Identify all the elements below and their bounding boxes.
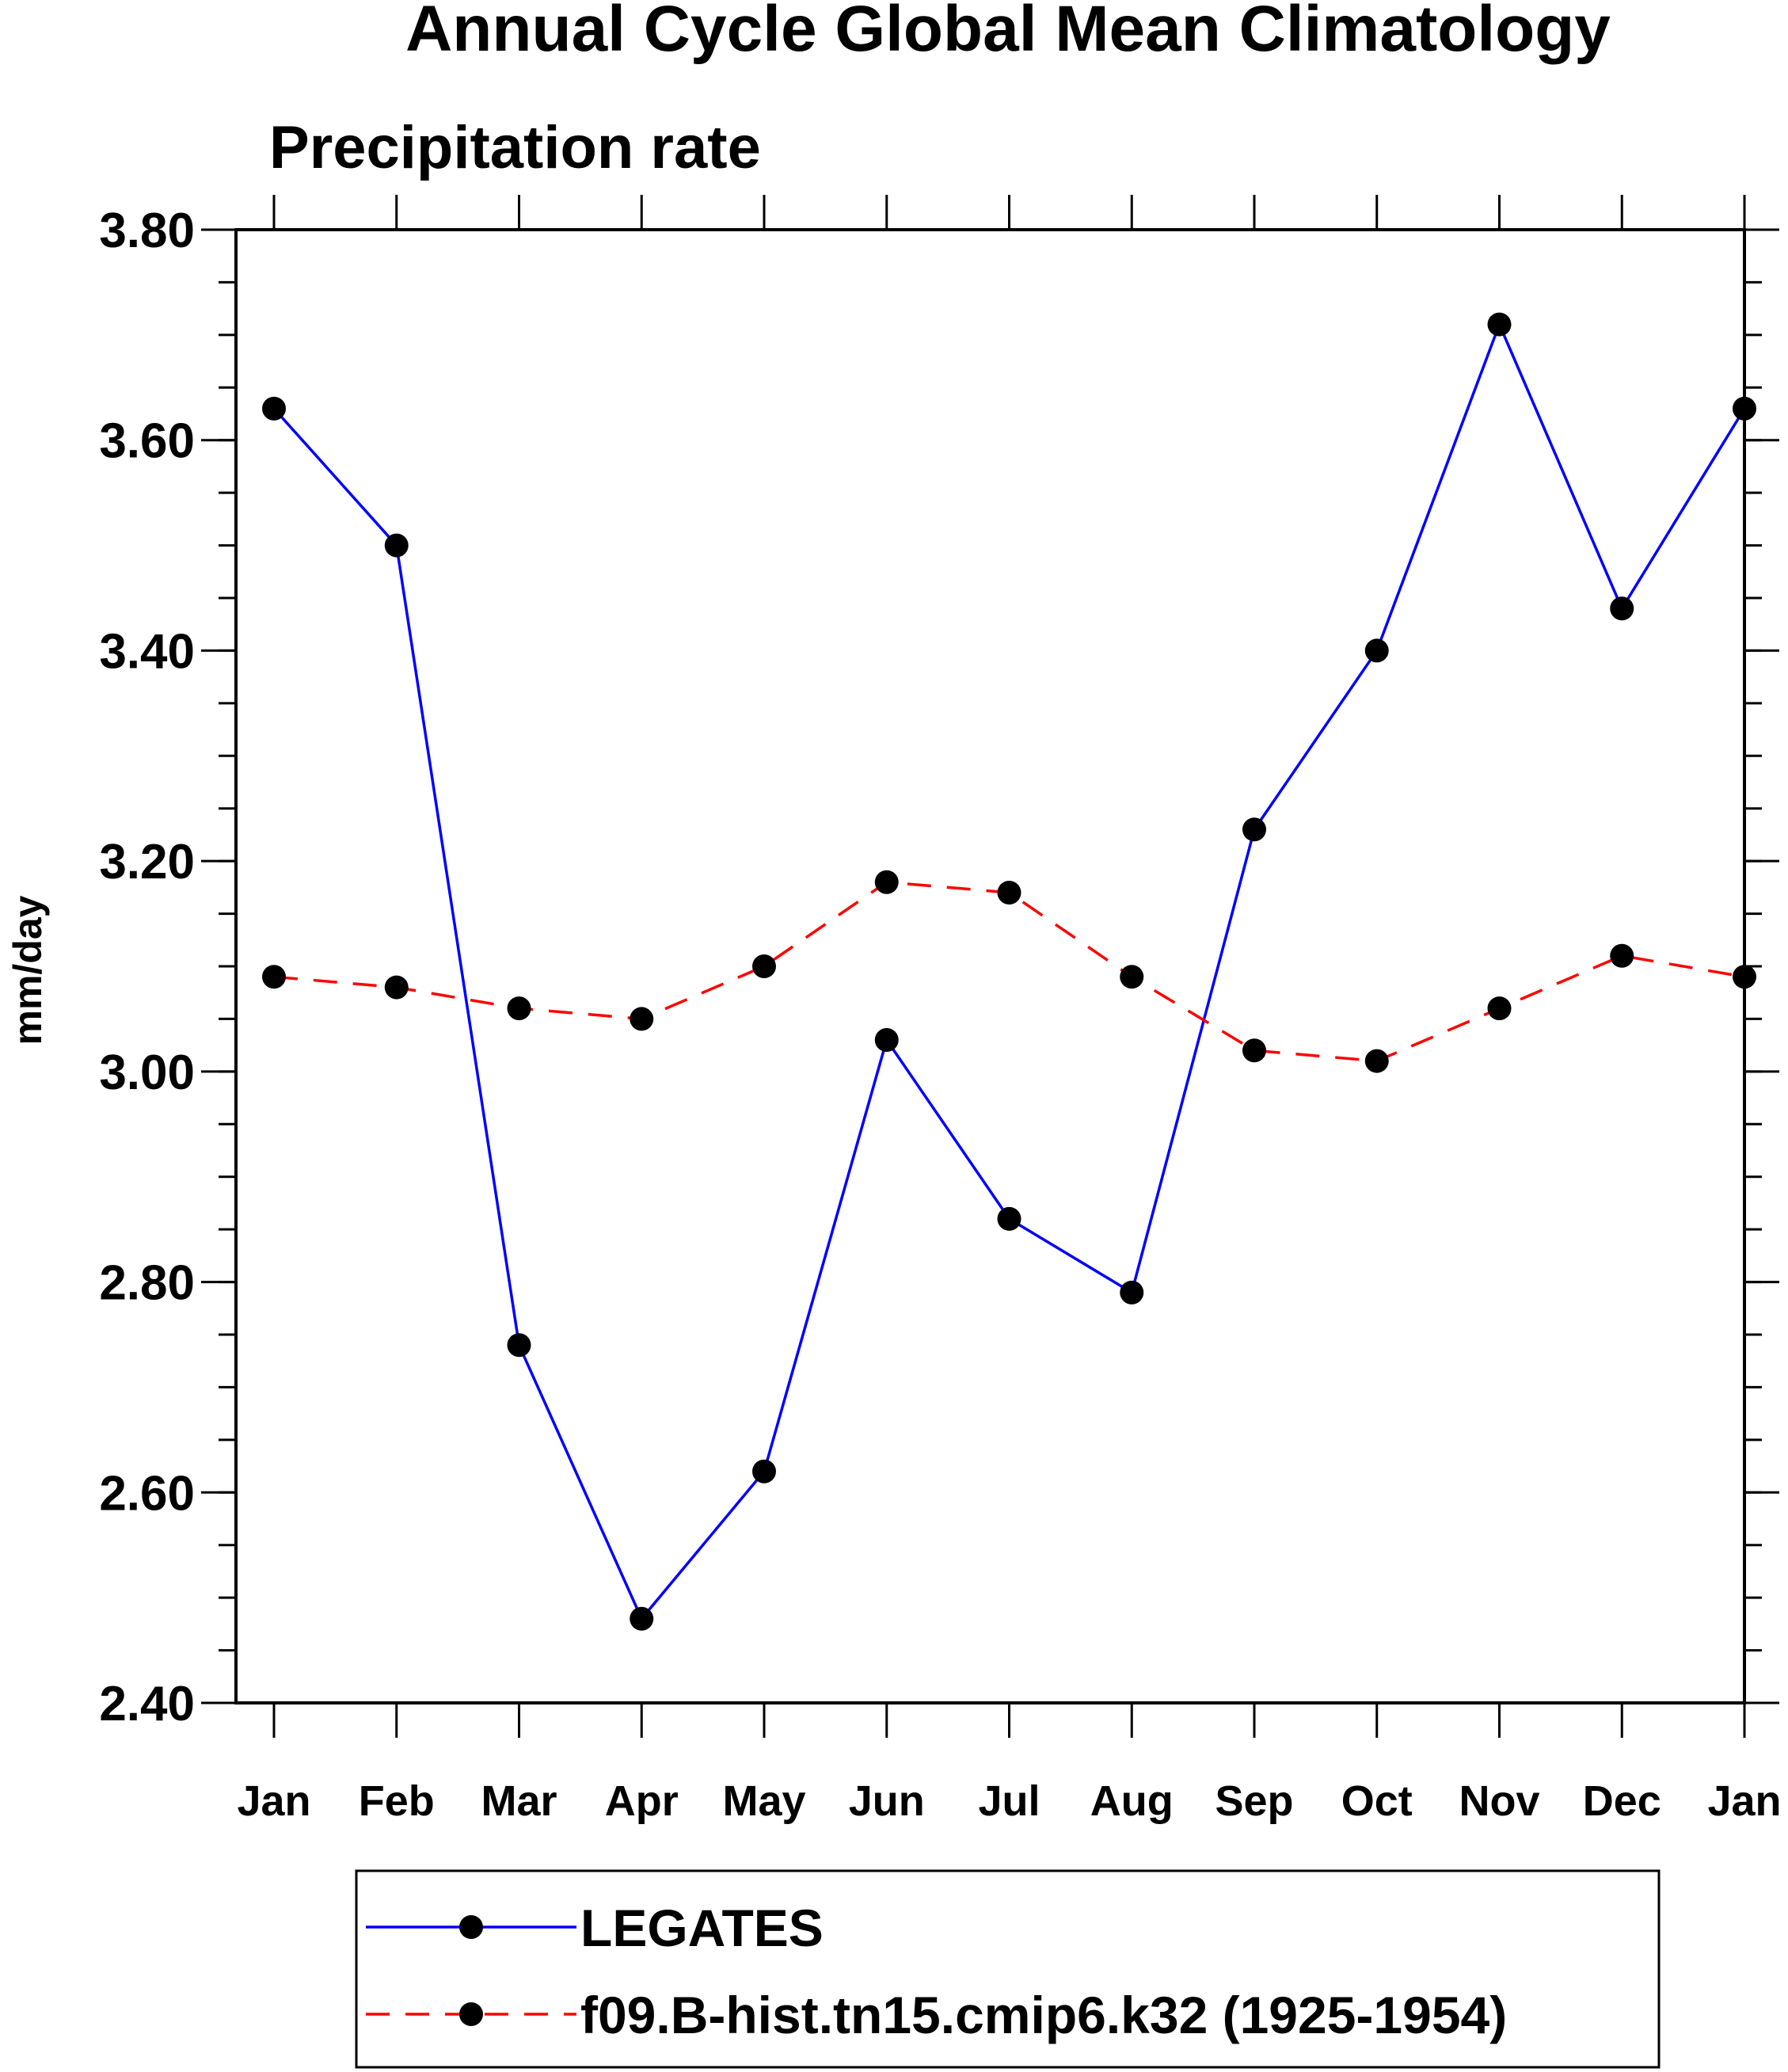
y-tick-label: 2.60 bbox=[99, 1466, 195, 1521]
axis-ticks: Jan Feb Mar Apr May Jun Jul Aug Sep Oct Nov Dec Jan 2… bbox=[99, 195, 1782, 1825]
x-tick-label: Sep bbox=[1215, 1777, 1293, 1825]
x-tick-label: Aug bbox=[1090, 1777, 1174, 1825]
data-point bbox=[874, 870, 899, 894]
x-tick-label: Jan bbox=[237, 1777, 310, 1825]
data-point bbox=[630, 1606, 654, 1631]
data-point bbox=[384, 975, 409, 1000]
x-tick-label: Jan bbox=[1707, 1777, 1781, 1825]
x-tick-label: Jun bbox=[849, 1777, 925, 1825]
legend-label-2: f09.B-hist.tn15.cmip6.k32 (1925-1954) bbox=[580, 1986, 1507, 2044]
legend: LEGATES f09.B-hist.tn15.cmip6.k32 (1925-1… bbox=[355, 1869, 1661, 2069]
legend-marker-1 bbox=[459, 1915, 483, 1939]
data-point bbox=[1610, 596, 1634, 621]
chart-subtitle: Precipitation rate bbox=[269, 114, 761, 181]
data-point bbox=[1120, 965, 1144, 989]
data-point bbox=[874, 1028, 899, 1052]
y-tick-label: 3.80 bbox=[99, 204, 195, 258]
y-tick-label: 3.20 bbox=[99, 835, 195, 889]
y-tick-label: 2.40 bbox=[99, 1677, 195, 1731]
legend-marker-2 bbox=[459, 2002, 483, 2026]
series-line-1 bbox=[272, 320, 1746, 1621]
x-tick-label: Nov bbox=[1459, 1777, 1539, 1825]
x-tick-label: Jul bbox=[978, 1777, 1040, 1825]
data-point bbox=[1733, 396, 1756, 421]
y-tick-label: 3.40 bbox=[99, 624, 195, 679]
data-point bbox=[1364, 1049, 1389, 1073]
data-point bbox=[1364, 638, 1389, 663]
x-tick-label: May bbox=[722, 1777, 805, 1825]
series-line-2 bbox=[273, 880, 1745, 1063]
chart-title: Annual Cycle Global Mean Climatology bbox=[405, 0, 1611, 65]
y-tick-label: 3.60 bbox=[99, 414, 195, 469]
data-point bbox=[1487, 312, 1512, 337]
series-lines bbox=[272, 320, 1746, 1621]
data-point bbox=[1733, 965, 1756, 989]
data-point bbox=[384, 533, 409, 558]
x-tick-label: Apr bbox=[605, 1777, 679, 1825]
data-point bbox=[507, 996, 531, 1021]
data-point bbox=[997, 881, 1021, 905]
legend-box bbox=[355, 1869, 1661, 2069]
data-point bbox=[1487, 996, 1512, 1021]
x-tick-label: Feb bbox=[359, 1777, 435, 1825]
data-point bbox=[262, 965, 286, 989]
x-tick-label: Oct bbox=[1341, 1777, 1413, 1825]
data-point bbox=[1610, 943, 1634, 968]
x-tick-label: Mar bbox=[481, 1777, 557, 1825]
legend-label-1: LEGATES bbox=[580, 1899, 824, 1957]
x-tick-label: Dec bbox=[1583, 1777, 1661, 1825]
data-point bbox=[752, 954, 776, 978]
data-point bbox=[262, 396, 286, 421]
data-point bbox=[507, 1333, 531, 1358]
data-point bbox=[997, 1206, 1021, 1231]
data-point bbox=[630, 1007, 654, 1031]
y-axis-label: mm/day bbox=[6, 895, 50, 1045]
series-markers bbox=[262, 312, 1756, 1631]
y-tick-label: 3.00 bbox=[99, 1046, 195, 1100]
data-point bbox=[1242, 1038, 1266, 1063]
data-point bbox=[1120, 1280, 1144, 1305]
y-tick-label: 2.80 bbox=[99, 1256, 195, 1311]
data-point bbox=[1242, 817, 1266, 842]
data-point bbox=[752, 1459, 776, 1484]
